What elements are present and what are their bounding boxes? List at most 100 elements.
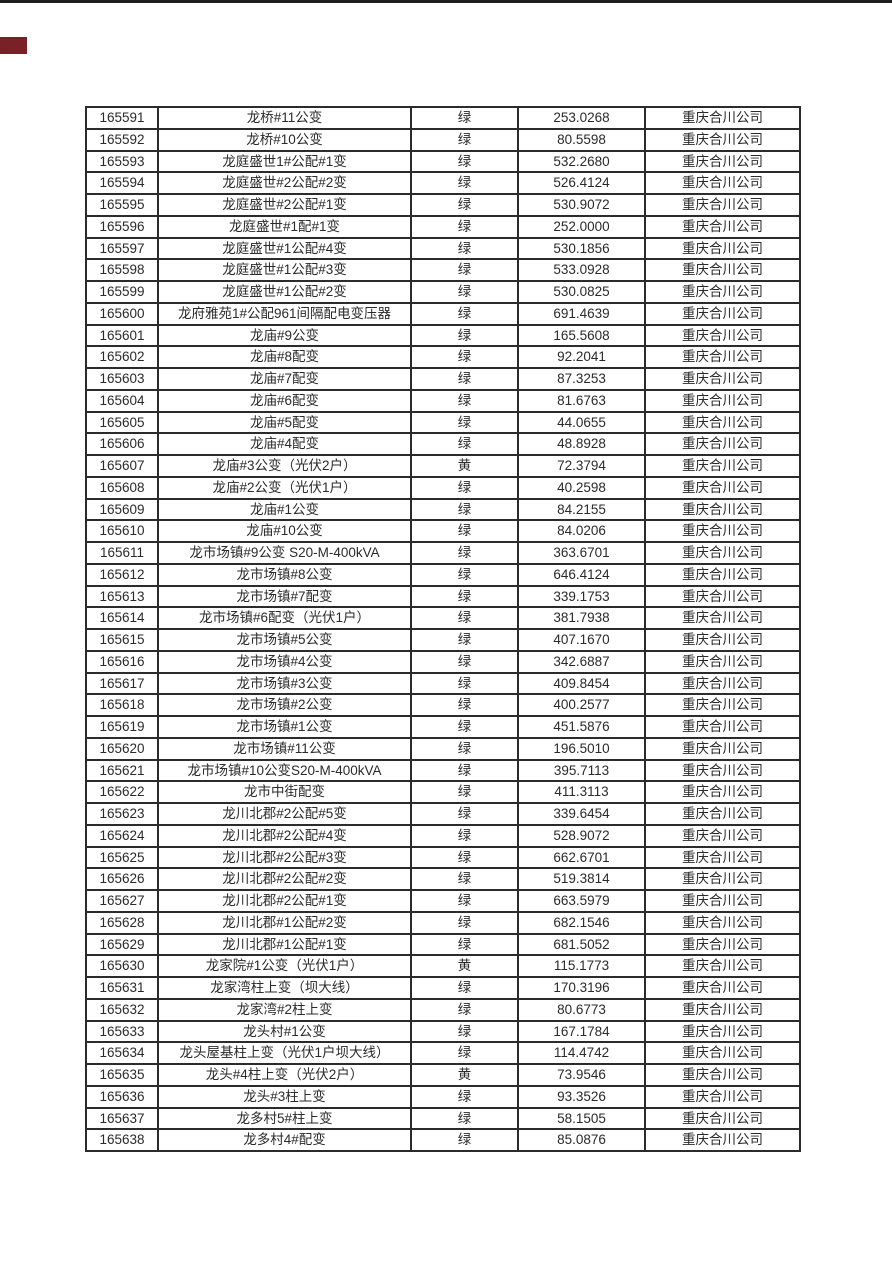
cell-value: 451.5876: [517, 715, 646, 739]
cell-company: 重庆合川公司: [644, 910, 801, 935]
red-page-marker: [0, 37, 27, 54]
cell-name: 龙川北郡#2公配#4变: [157, 823, 412, 848]
table-row: 165593 龙庭盛世1#公配#1变绿 532.2680 重庆合川公司: [85, 149, 801, 174]
transformer-table: 165591 龙桥#11公变绿 253.0268 重庆合川公司 165592 龙桥#10公…: [85, 106, 801, 1152]
table-row: 165624 龙川北郡#2公配#4变绿 528.9072 重庆合川公司: [85, 823, 801, 848]
cell-id: 165614: [85, 606, 159, 630]
cell-value: 92.2041: [517, 345, 646, 369]
cell-name: 龙市场镇#8公变: [157, 562, 412, 587]
cell-id: 165612: [85, 562, 159, 587]
cell-company: 重庆合川公司: [644, 149, 801, 174]
cell-id: 165631: [85, 976, 159, 1000]
cell-company: 重庆合川公司: [644, 541, 801, 565]
cell-name: 龙市中街配变: [157, 780, 412, 804]
cell-name: 龙庭盛世1#公配#1变: [157, 149, 412, 174]
cell-value: 519.3814: [517, 867, 646, 891]
cell-id: 165615: [85, 628, 159, 652]
cell-value: 84.0206: [517, 519, 646, 543]
cell-company: 重庆合川公司: [644, 606, 801, 630]
cell-status: 绿: [410, 410, 519, 435]
cell-status: 绿: [410, 910, 519, 935]
cell-id: 165628: [85, 910, 159, 935]
cell-company: 重庆合川公司: [644, 301, 801, 326]
cell-company: 重庆合川公司: [644, 171, 801, 195]
cell-id: 165595: [85, 193, 159, 217]
cell-status: 绿: [410, 1019, 519, 1044]
cell-id: 165618: [85, 693, 159, 717]
cell-name: 龙市场镇#2公变: [157, 693, 412, 717]
cell-name: 龙府雅苑1#公配961间隔配电变压器: [157, 301, 412, 326]
cell-status: 绿: [410, 388, 519, 413]
cell-name: 龙市场镇#6配变（光伏1户）: [157, 606, 412, 630]
table-row: 165622 龙市中街配变绿 411.3113 重庆合川公司: [85, 780, 801, 804]
cell-company: 重庆合川公司: [644, 367, 801, 391]
cell-value: 80.5598: [517, 127, 646, 152]
cell-name: 龙庭盛世#2公配#1变: [157, 193, 412, 217]
cell-name: 龙市场镇#7配变: [157, 584, 412, 609]
table-row: 165618 龙市场镇#2公变绿 400.2577 重庆合川公司: [85, 693, 801, 717]
cell-id: 165619: [85, 715, 159, 739]
cell-status: 绿: [410, 889, 519, 913]
table-row: 165614 龙市场镇#6配变（光伏1户）绿 381.7938 重庆合川公司: [85, 606, 801, 630]
table-row: 165625 龙川北郡#2公配#3变绿 662.6701 重庆合川公司: [85, 845, 801, 870]
cell-company: 重庆合川公司: [644, 214, 801, 239]
cell-company: 重庆合川公司: [644, 823, 801, 848]
table-row: 165633 龙头村#1公变绿 167.1784 重庆合川公司: [85, 1019, 801, 1044]
cell-name: 龙庙#7配变: [157, 367, 412, 391]
cell-value: 533.0928: [517, 258, 646, 282]
cell-company: 重庆合川公司: [644, 1084, 801, 1109]
cell-value: 170.3196: [517, 976, 646, 1000]
cell-company: 重庆合川公司: [644, 345, 801, 369]
cell-value: 409.8454: [517, 671, 646, 696]
table-row: 165612 龙市场镇#8公变绿 646.4124 重庆合川公司: [85, 562, 801, 587]
cell-value: 84.2155: [517, 497, 646, 522]
cell-name: 龙川北郡#2公配#3变: [157, 845, 412, 870]
cell-value: 342.6887: [517, 649, 646, 674]
cell-name: 龙川北郡#2公配#2变: [157, 867, 412, 891]
table-row: 165597 龙庭盛世#1公配#4变绿 530.1856 重庆合川公司: [85, 236, 801, 261]
cell-id: 165602: [85, 345, 159, 369]
cell-status: 绿: [410, 171, 519, 195]
cell-name: 龙桥#10公变: [157, 127, 412, 152]
table-row: 165596 龙庭盛世#1配#1变绿 252.0000 重庆合川公司: [85, 214, 801, 239]
cell-status: 绿: [410, 1106, 519, 1131]
cell-id: 165596: [85, 214, 159, 239]
table-row: 165592 龙桥#10公变绿 80.5598 重庆合川公司: [85, 127, 801, 152]
cell-company: 重庆合川公司: [644, 1041, 801, 1065]
cell-value: 44.0655: [517, 410, 646, 435]
cell-name: 龙庙#3公变（光伏2户）: [157, 454, 412, 478]
cell-name: 龙家湾柱上变（坝大线）: [157, 976, 412, 1000]
table-row: 165608 龙庙#2公变（光伏1户）绿 40.2598 重庆合川公司: [85, 475, 801, 500]
cell-status: 绿: [410, 628, 519, 652]
cell-id: 165616: [85, 649, 159, 674]
cell-status: 绿: [410, 301, 519, 326]
cell-id: 165598: [85, 258, 159, 282]
cell-name: 龙川北郡#2公配#5变: [157, 802, 412, 826]
cell-company: 重庆合川公司: [644, 1128, 801, 1152]
cell-id: 165629: [85, 932, 159, 957]
cell-status: 绿: [410, 367, 519, 391]
cell-value: 646.4124: [517, 562, 646, 587]
cell-name: 龙市场镇#9公变 S20-M-400kVA: [157, 541, 412, 565]
cell-company: 重庆合川公司: [644, 693, 801, 717]
cell-id: 165620: [85, 736, 159, 761]
cell-name: 龙市场镇#4公变: [157, 649, 412, 674]
cell-name: 龙桥#11公变: [157, 106, 412, 130]
cell-company: 重庆合川公司: [644, 780, 801, 804]
cell-status: 黄: [410, 954, 519, 978]
cell-company: 重庆合川公司: [644, 1019, 801, 1044]
cell-company: 重庆合川公司: [644, 954, 801, 978]
cell-status: 绿: [410, 149, 519, 174]
cell-id: 165592: [85, 127, 159, 152]
table-row: 165595 龙庭盛世#2公配#1变绿 530.9072 重庆合川公司: [85, 193, 801, 217]
cell-value: 167.1784: [517, 1019, 646, 1044]
cell-status: 绿: [410, 823, 519, 848]
cell-id: 165623: [85, 802, 159, 826]
cell-value: 339.6454: [517, 802, 646, 826]
cell-status: 绿: [410, 1084, 519, 1109]
cell-name: 龙川北郡#2公配#1变: [157, 889, 412, 913]
cell-value: 196.5010: [517, 736, 646, 761]
cell-value: 363.6701: [517, 541, 646, 565]
cell-company: 重庆合川公司: [644, 236, 801, 261]
cell-value: 528.9072: [517, 823, 646, 848]
